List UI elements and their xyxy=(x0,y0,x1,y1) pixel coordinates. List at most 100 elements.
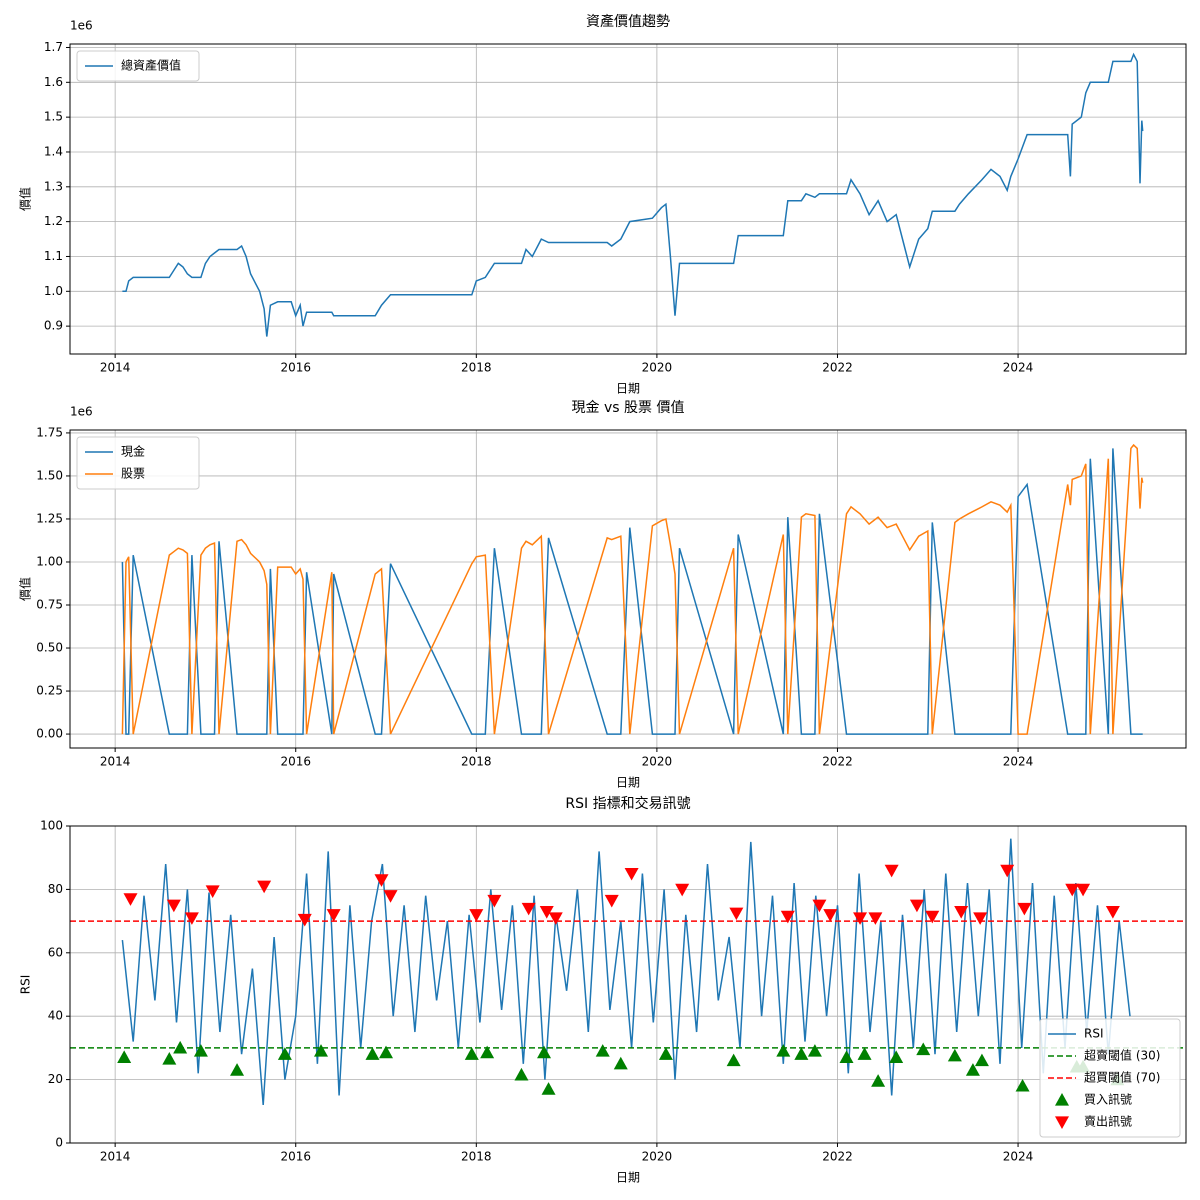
x-axis-label: 日期 xyxy=(616,382,640,396)
legend: 總資產價值 xyxy=(76,50,200,82)
y-tick-label: 1.5 xyxy=(44,110,63,124)
sell-signal xyxy=(780,910,795,924)
sell-signal xyxy=(166,899,181,913)
x-axis-label: 日期 xyxy=(616,1171,640,1185)
buy-signal xyxy=(839,1050,854,1064)
buy-signal xyxy=(613,1056,628,1070)
y-tick-label: 1.7 xyxy=(44,40,63,54)
y-tick-label: 1.1 xyxy=(44,249,63,263)
legend-label: 買入訊號 xyxy=(1084,1092,1132,1107)
x-tick-label: 2018 xyxy=(461,1150,492,1164)
chart-title: 資產價值趨勢 xyxy=(586,13,670,30)
buy-signal xyxy=(726,1053,741,1067)
y-offset-text: 1e6 xyxy=(70,405,93,419)
buy-signal xyxy=(230,1063,245,1076)
x-tick-label: 2014 xyxy=(100,1150,131,1164)
x-tick-label: 2020 xyxy=(642,1150,673,1164)
sell-signal xyxy=(1105,905,1120,919)
legend-box xyxy=(76,436,200,490)
axes-frame xyxy=(69,825,1187,1144)
sell-signal xyxy=(374,874,389,887)
y-tick-label: 0.25 xyxy=(36,684,63,698)
y-axis-label: 價值 xyxy=(18,187,33,211)
sell-signal xyxy=(823,909,838,922)
sell-signal xyxy=(297,913,312,927)
sell-signal xyxy=(868,912,883,925)
x-tick-label: 2024 xyxy=(1003,1150,1034,1164)
buy-signal xyxy=(776,1044,791,1057)
sell-signal xyxy=(1076,883,1091,897)
y-tick-label: 1.25 xyxy=(36,511,63,525)
x-tick-label: 2018 xyxy=(461,755,492,769)
sell-signal xyxy=(548,912,563,925)
y-tick-label: 0.00 xyxy=(36,727,63,741)
axes-frame xyxy=(69,429,1187,749)
sell-signal xyxy=(383,890,398,903)
buy-signal xyxy=(857,1047,872,1060)
sell-signal xyxy=(326,909,341,922)
sell-signal xyxy=(184,912,199,925)
legend-swatch xyxy=(1055,1116,1069,1129)
y-axis-label: RSI xyxy=(19,975,33,995)
y-tick-label: 1.2 xyxy=(44,214,63,228)
buy-signal xyxy=(794,1047,809,1060)
x-tick-label: 2014 xyxy=(100,755,131,769)
sell-signal xyxy=(123,893,138,906)
buy-signal xyxy=(974,1053,989,1067)
x-tick-label: 2024 xyxy=(1003,755,1034,769)
buy-signal xyxy=(162,1051,177,1065)
plot-area xyxy=(122,52,1144,337)
buy-signal xyxy=(871,1074,886,1087)
sell-signal xyxy=(1017,902,1032,916)
legend-label: 超買閾值 (70) xyxy=(1084,1070,1160,1085)
chart-title: RSI 指標和交易訊號 xyxy=(565,795,690,812)
sell-signal xyxy=(1000,864,1015,878)
legend-label: RSI xyxy=(1084,1027,1104,1041)
buy-signal xyxy=(889,1050,904,1064)
plot-area xyxy=(121,443,1144,735)
series-line xyxy=(121,448,1143,735)
buy-signal xyxy=(965,1063,980,1076)
buy-signal xyxy=(947,1048,962,1062)
sell-signal xyxy=(973,912,988,925)
series-line xyxy=(122,52,1144,337)
x-tick-label: 2022 xyxy=(822,1150,853,1164)
buy-signal xyxy=(173,1040,188,1054)
legend-box xyxy=(76,50,200,82)
y-tick-label: 0.75 xyxy=(36,598,63,612)
y-tick-label: 40 xyxy=(48,1009,63,1023)
y-tick-label: 100 xyxy=(40,819,63,833)
y-tick-label: 1.6 xyxy=(44,75,63,89)
plot-area xyxy=(70,838,1186,1106)
sell-signal xyxy=(205,885,220,898)
y-tick-label: 80 xyxy=(48,882,63,896)
buy-signal xyxy=(480,1045,495,1059)
buy-signal xyxy=(541,1082,556,1095)
buy-signal xyxy=(193,1044,208,1057)
buy-signal xyxy=(277,1047,292,1060)
y-tick-label: 20 xyxy=(48,1072,63,1086)
y-tick-label: 1.00 xyxy=(36,554,63,568)
legend-swatch xyxy=(1055,1093,1069,1106)
legend-label: 股票 xyxy=(121,467,145,481)
sell-signal xyxy=(884,864,899,878)
y-tick-label: 0.9 xyxy=(44,319,63,333)
buy-signal xyxy=(807,1044,822,1057)
sell-signal xyxy=(925,910,940,924)
sell-signal xyxy=(624,867,639,881)
sell-signal xyxy=(909,899,924,913)
x-tick-label: 2018 xyxy=(461,361,492,375)
y-tick-label: 0.50 xyxy=(36,641,63,655)
axes-frame xyxy=(69,43,1187,355)
buy-signal xyxy=(314,1044,329,1057)
buy-signal xyxy=(916,1042,931,1056)
y-tick-label: 1.75 xyxy=(36,425,63,439)
y-tick-label: 1.0 xyxy=(44,284,63,298)
sell-signal xyxy=(1065,883,1080,897)
chart-title: 現金 vs 股票 價值 xyxy=(572,399,685,416)
y-tick-label: 1.50 xyxy=(36,468,63,482)
buy-signal xyxy=(379,1045,394,1059)
